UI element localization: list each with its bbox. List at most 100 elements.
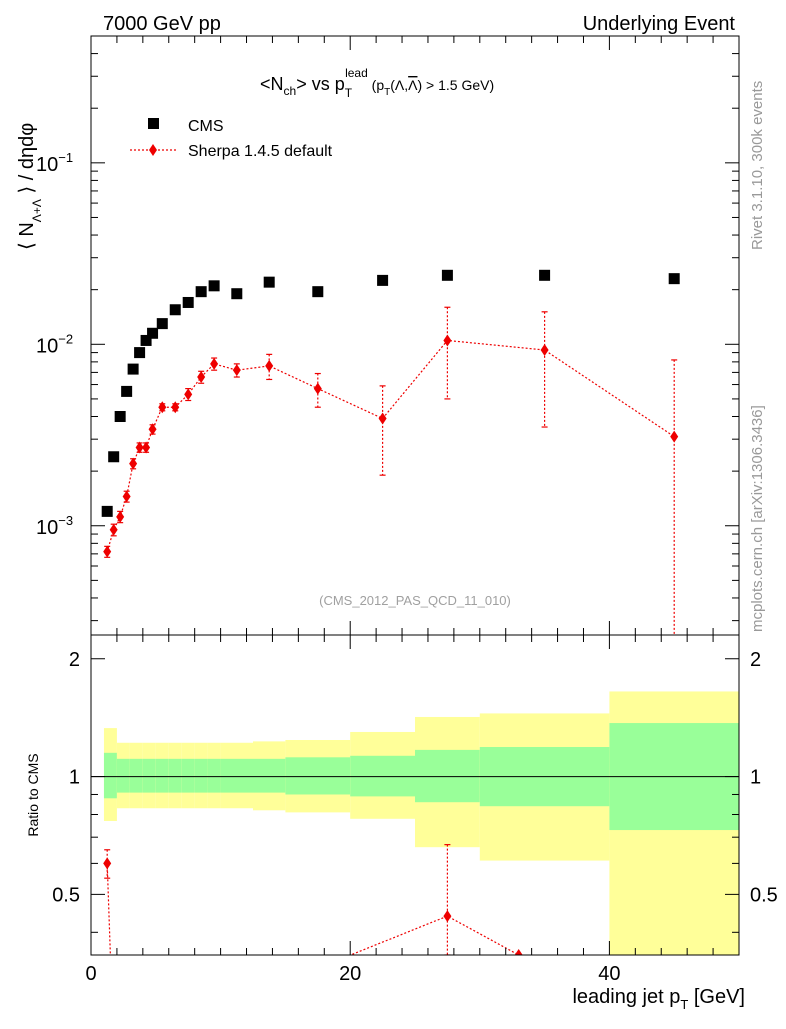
analysis-watermark: (CMS_2012_PAS_QCD_11_010) bbox=[319, 593, 511, 608]
legend-cms-marker bbox=[148, 118, 159, 129]
ratio-ytick-label: 0.5 bbox=[52, 884, 80, 906]
sherpa-point bbox=[116, 510, 125, 523]
legend-cms-label: CMS bbox=[188, 118, 224, 135]
ratio-xtick-label: 20 bbox=[339, 963, 361, 985]
ytick-exponent: −3 bbox=[58, 513, 73, 528]
ratio-band-inner bbox=[181, 758, 195, 793]
legend: CMS Sherpa 1.4.5 default bbox=[130, 118, 333, 160]
ratio-band-inner bbox=[103, 752, 117, 799]
sherpa-point bbox=[443, 334, 452, 347]
xlabel-sub: T bbox=[680, 997, 688, 1012]
rivet-label: Rivet 3.1.10, 300k events bbox=[749, 81, 766, 250]
xlabel-b: [GeV] bbox=[688, 986, 745, 1008]
chart-title: <Nch> vs pTlead (pT(Λ,Λ) > 1.5 GeV) bbox=[260, 66, 494, 100]
ratio-band-inner bbox=[285, 757, 351, 795]
ratio-band-inner bbox=[142, 758, 156, 793]
ratio-xtick-label: 0 bbox=[85, 963, 96, 985]
ytick-mantissa: 10 bbox=[36, 335, 58, 357]
main-ylabel-b: ⟩ / dηdφ bbox=[16, 123, 38, 199]
title-part-b-sup: lead bbox=[345, 66, 368, 80]
ratio-ylabel: Ratio to CMS bbox=[25, 753, 41, 836]
ratio-ytick-label-right: 1 bbox=[750, 767, 761, 789]
sherpa-ratio-point bbox=[103, 857, 112, 870]
sherpa-point bbox=[129, 457, 138, 470]
cms-point bbox=[312, 286, 324, 298]
main-ylabel-sub: Λ+Λ bbox=[30, 199, 44, 222]
sherpa-point bbox=[265, 359, 274, 372]
main-ylabel-a: ⟨ N bbox=[16, 222, 38, 250]
header-left: 7000 GeV pp bbox=[103, 13, 221, 35]
ratio-band-inner bbox=[129, 758, 143, 793]
ratio-band-inner bbox=[155, 758, 169, 793]
ratio-ticks: 0 20 40 0.5 0.5 1 1 2 2 bbox=[52, 635, 778, 985]
sherpa-point bbox=[109, 523, 118, 536]
sherpa-point bbox=[313, 382, 322, 395]
title-part-c-bar: Λ bbox=[408, 77, 418, 93]
title-part-c2: (Λ, bbox=[390, 77, 408, 93]
sherpa-point bbox=[148, 423, 157, 436]
sherpa-point bbox=[210, 357, 219, 370]
cms-point bbox=[114, 411, 126, 423]
cms-point bbox=[134, 347, 146, 359]
ratio-ytick-label: 1 bbox=[69, 767, 80, 789]
cms-point bbox=[231, 288, 243, 300]
title-part-c3: ) > 1.5 GeV) bbox=[417, 77, 494, 93]
sherpa-ratio-point bbox=[514, 949, 523, 955]
title-part-b: > vs p bbox=[296, 74, 345, 94]
sherpa-line bbox=[106, 339, 675, 552]
main-ticks: 10−110−210−3 bbox=[36, 35, 740, 635]
ratio-bands bbox=[91, 691, 739, 955]
legend-sherpa-marker bbox=[149, 144, 157, 156]
cms-point bbox=[140, 334, 152, 346]
ratio-ytick-label: 2 bbox=[69, 649, 80, 671]
cms-point bbox=[127, 363, 139, 375]
sherpa-ratio-point bbox=[443, 910, 452, 923]
ratio-band-inner bbox=[220, 758, 253, 793]
cms-point bbox=[195, 286, 207, 298]
ratio-ytick-label-right: 0.5 bbox=[750, 884, 778, 906]
cms-point bbox=[156, 318, 168, 330]
sherpa-ratio-line bbox=[106, 863, 519, 955]
title-part-a-sub: ch bbox=[284, 84, 297, 98]
main-ytick-label: 10−3 bbox=[36, 513, 73, 539]
sherpa-point bbox=[135, 441, 144, 454]
ratio-data-layer bbox=[103, 844, 523, 955]
sherpa-point bbox=[158, 401, 167, 414]
x-axis-label: leading jet pT [GeV] bbox=[572, 986, 745, 1012]
main-ytick-label: 10−1 bbox=[36, 150, 73, 176]
ratio-ytick-label-right: 2 bbox=[750, 649, 761, 671]
ratio-band-inner bbox=[194, 758, 208, 793]
cms-point bbox=[668, 273, 680, 285]
ratio-clipped-group bbox=[103, 844, 523, 955]
ratio-band-inner bbox=[116, 758, 130, 793]
ytick-exponent: −2 bbox=[58, 331, 73, 346]
header-right: Underlying Event bbox=[583, 13, 736, 35]
cms-point bbox=[169, 304, 181, 316]
title-part-c-sub: T bbox=[384, 87, 390, 98]
cms-point bbox=[101, 505, 113, 517]
title-part-c: (p bbox=[368, 77, 385, 93]
main-ylabel: ⟨ NΛ+Λ ⟩ / dηdφ bbox=[16, 123, 44, 250]
cms-point bbox=[263, 276, 275, 288]
ytick-exponent: −1 bbox=[58, 150, 73, 165]
sherpa-point bbox=[378, 412, 387, 425]
sherpa-point bbox=[171, 401, 180, 414]
sherpa-point bbox=[197, 371, 206, 384]
ytick-mantissa: 10 bbox=[36, 517, 58, 539]
sherpa-point bbox=[184, 388, 193, 401]
ratio-band-inner bbox=[253, 758, 286, 793]
mcplots-label: mcplots.cern.ch [arXiv:1306.3436] bbox=[749, 405, 766, 632]
cms-point bbox=[182, 296, 194, 308]
ratio-frame bbox=[90, 634, 740, 956]
ratio-xtick-label: 40 bbox=[598, 963, 620, 985]
main-ytick-label: 10−2 bbox=[36, 331, 73, 357]
ratio-band-inner bbox=[415, 749, 480, 803]
sherpa-point bbox=[122, 490, 131, 503]
sherpa-point bbox=[103, 545, 112, 558]
sherpa-point bbox=[540, 344, 549, 357]
sherpa-point bbox=[670, 430, 679, 443]
legend-sherpa-label: Sherpa 1.4.5 default bbox=[188, 143, 333, 160]
ytick-mantissa: 10 bbox=[36, 154, 58, 176]
